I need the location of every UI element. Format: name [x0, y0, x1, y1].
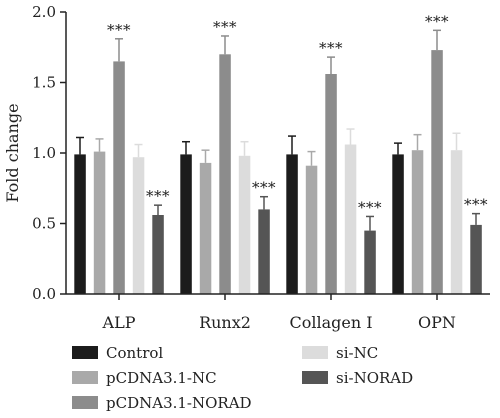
significance-label: *** [252, 179, 276, 197]
bar [392, 154, 404, 294]
bar [344, 144, 357, 294]
legend-swatch [302, 371, 328, 384]
significance-label: *** [358, 198, 382, 216]
bar [305, 165, 318, 294]
bar [219, 54, 231, 294]
bar [364, 230, 376, 294]
bar [152, 215, 164, 294]
bar [199, 162, 212, 294]
bar [470, 224, 482, 294]
significance-label: *** [319, 39, 343, 57]
x-tick-label: Collagen I [289, 313, 372, 332]
bar [74, 154, 86, 294]
bar [286, 154, 298, 294]
axes-layer: ALP Runx2 Collagen I OPN 0.0 0.5 1.0 1.5 2.0 Fold… [3, 3, 490, 332]
y-tick-label: 0.0 [32, 285, 56, 303]
bar [180, 154, 192, 294]
x-tick-label: ALP [102, 313, 136, 332]
x-tick-label: OPN [418, 313, 456, 332]
bar [238, 155, 251, 294]
bar [431, 50, 443, 294]
significance-label: *** [107, 21, 131, 39]
bar [450, 150, 463, 294]
bar [93, 151, 106, 294]
significance-label: *** [425, 12, 449, 30]
bar [325, 74, 337, 294]
legend-swatch [72, 346, 98, 359]
bar [113, 61, 125, 295]
legend: Control pCDNA3.1-NC pCDNA3.1-NORAD si-NC si-… [72, 344, 413, 412]
legend-swatch [72, 371, 98, 384]
legend-swatch [302, 346, 328, 359]
y-tick-label: 0.5 [32, 215, 56, 233]
y-axis-label: Fold change [3, 103, 22, 202]
legend-label: si-NORAD [336, 369, 413, 387]
bar [132, 157, 145, 294]
significance-label: *** [213, 18, 237, 36]
y-tick-label: 2.0 [32, 3, 56, 21]
x-tick-label: Runx2 [199, 313, 251, 332]
legend-label: Control [106, 344, 163, 362]
legend-label: pCDNA3.1-NORAD [106, 394, 252, 412]
bar [258, 209, 270, 294]
significance-label: *** [146, 187, 170, 205]
y-tick-label: 1.0 [32, 144, 56, 162]
legend-swatch [72, 396, 98, 409]
significance-label: *** [464, 196, 488, 214]
legend-label: si-NC [336, 344, 378, 362]
y-tick-label: 1.5 [32, 74, 56, 92]
bars-layer: *** *** *** *** *** *** *** *** [74, 12, 488, 295]
bar [411, 150, 424, 294]
legend-label: pCDNA3.1-NC [106, 369, 217, 387]
